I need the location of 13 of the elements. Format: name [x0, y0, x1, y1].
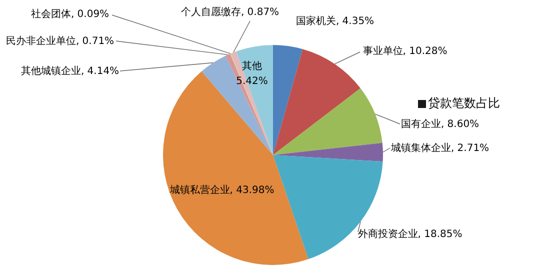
slice-label: 外商投资企业, 18.85% [358, 228, 462, 242]
slice-label: 国家机关, 4.35% [296, 14, 374, 29]
slice-label: 民办非企业单位, 0.71% [6, 34, 114, 49]
slice-label: 贷款笔数占比 [428, 95, 500, 112]
slice-label: 城镇集体企业, 2.71% [390, 142, 490, 156]
slice-label: 国有企业, 8.60% [400, 118, 480, 132]
slice-label: 事业单位, 10.28% [362, 44, 448, 59]
data-label: 5.42% [236, 76, 268, 87]
slice-label: 个人自愿缴存, 0.87% [180, 6, 280, 20]
slice-label: 其他城镇企业, 4.14% [20, 64, 120, 79]
slice-label: 其他 [242, 61, 262, 72]
slice-label: 城镇私营企业, 43.98% [170, 184, 274, 198]
slice-label: 社会团体, 0.09% [30, 8, 110, 22]
